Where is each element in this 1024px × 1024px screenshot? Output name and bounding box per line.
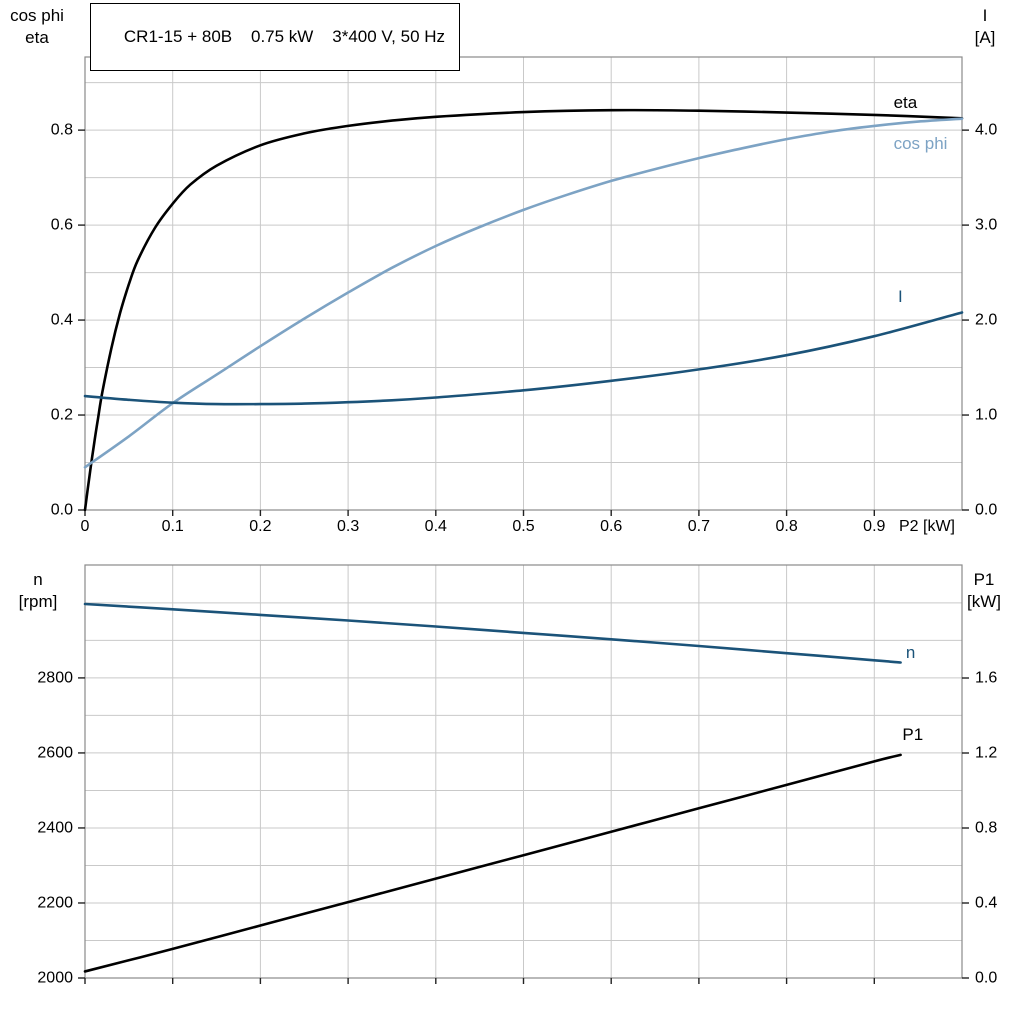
left-axis-tick-label: 2600 [37, 744, 73, 761]
x-axis-tick-label: 0 [81, 518, 90, 535]
left-axis-tick-label: 0.6 [51, 217, 73, 234]
n-curve [83, 602, 902, 664]
left-axis-tick-label: 2200 [37, 894, 73, 911]
bottom-chart-left-axis-title: n [rpm] [6, 569, 70, 613]
chart-title-box: CR1-15 + 80B 0.75 kW 3*400 V, 50 Hz [90, 3, 461, 71]
top-chart-left-axis-title: cos phi eta [4, 5, 70, 49]
cos-phi-curve-label: cos phi [894, 134, 948, 153]
top-chart-right-axis-title: I [A] [952, 5, 1018, 49]
right-axis-tick-label: 2.0 [975, 312, 997, 329]
axis-title-line: n [33, 570, 43, 589]
x-axis-title: P2 [kW] [899, 518, 955, 535]
p1-curve-label: P1 [902, 725, 923, 744]
left-axis-tick-label: 0.4 [51, 312, 73, 329]
right-axis-tick-label: 1.0 [975, 407, 997, 424]
right-axis-tick-label: 0.8 [975, 820, 997, 837]
axis-title-line: I [982, 6, 988, 25]
x-axis-tick-label: 0.4 [425, 518, 447, 535]
x-axis-tick-label: 0.5 [512, 518, 534, 535]
axis-title-line: cos phi [10, 6, 64, 25]
x-axis-tick-label: 0.9 [863, 518, 885, 535]
axis-title-line: eta [25, 28, 49, 47]
left-axis-tick-label: 2800 [37, 669, 73, 686]
left-axis-tick-label: 0.8 [51, 122, 73, 139]
axis-title-line: P1 [973, 570, 995, 589]
x-axis-tick-label: 0.3 [337, 518, 359, 535]
x-axis-tick-label: 0.7 [688, 518, 710, 535]
p1-curve [83, 753, 902, 973]
axis-title-line: [kW] [967, 592, 1001, 611]
axis-title-line: [A] [974, 28, 996, 47]
bottom-chart-right-axis-title: P1 [kW] [950, 569, 1018, 613]
right-axis-tick-label: 0.4 [975, 895, 997, 912]
left-axis-tick-label: 2000 [37, 970, 73, 987]
eta-curve-label: eta [894, 93, 918, 112]
eta-curve [83, 108, 964, 512]
right-axis-tick-label: 3.0 [975, 217, 997, 234]
right-axis-tick-label: 1.6 [975, 670, 997, 687]
x-axis-tick-label: 0.8 [775, 518, 797, 535]
right-axis-tick-label: 0.0 [975, 970, 997, 987]
cos-phi-curve [83, 117, 964, 469]
left-axis-tick-label: 2400 [37, 819, 73, 836]
right-axis-tick-label: 1.2 [975, 745, 997, 762]
axis-title-line: [rpm] [18, 592, 58, 611]
x-axis-tick-label: 0.2 [249, 518, 271, 535]
i-curve-label: I [898, 287, 903, 306]
n-curve-label: n [906, 643, 915, 662]
left-axis-tick-label: 0.2 [51, 407, 73, 424]
right-axis-tick-label: 0.0 [975, 502, 997, 519]
right-axis-tick-label: 4.0 [975, 122, 997, 139]
x-axis-tick-label: 0.6 [600, 518, 622, 535]
left-axis-tick-label: 0.0 [51, 502, 73, 519]
chart-title: CR1-15 + 80B 0.75 kW 3*400 V, 50 Hz [123, 27, 446, 46]
x-axis-tick-label: 0.1 [162, 518, 184, 535]
i-curve [83, 311, 964, 406]
